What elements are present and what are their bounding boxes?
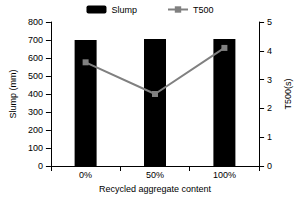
svg-text:400: 400 [28,89,43,99]
svg-text:500: 500 [28,71,43,81]
svg-text:5: 5 [267,17,272,27]
svg-text:200: 200 [28,125,43,135]
svg-text:3: 3 [267,75,272,85]
svg-text:4: 4 [267,46,272,56]
svg-text:50%: 50% [146,170,164,180]
svg-text:0: 0 [38,161,43,171]
svg-text:Slump: Slump [111,5,137,15]
svg-text:0%: 0% [79,170,92,180]
svg-text:800: 800 [28,17,43,27]
svg-text:Slump (mm): Slump (mm) [8,69,18,118]
svg-text:700: 700 [28,35,43,45]
svg-text:1: 1 [267,132,272,142]
svg-text:T500(s): T500(s) [283,78,293,109]
svg-text:Recycled aggregate content: Recycled aggregate content [99,184,212,194]
svg-text:300: 300 [28,107,43,117]
svg-text:T500: T500 [193,5,214,15]
svg-text:100%: 100% [213,170,236,180]
svg-text:600: 600 [28,53,43,63]
svg-text:0: 0 [267,161,272,171]
svg-text:100: 100 [28,143,43,153]
svg-text:2: 2 [267,103,272,113]
